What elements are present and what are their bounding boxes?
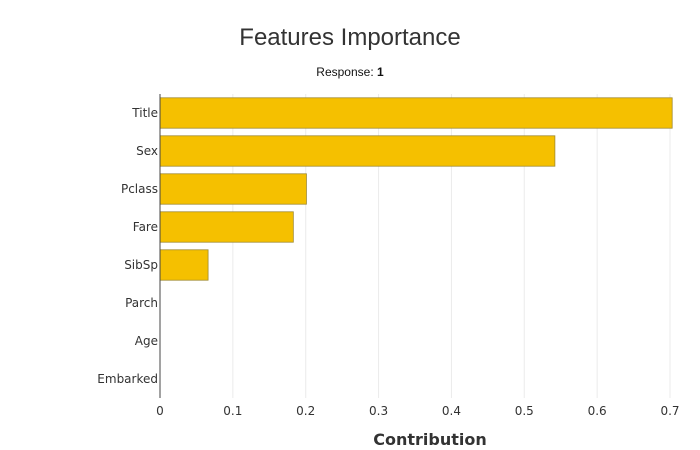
bars <box>159 97 673 281</box>
x-axis-label: Contribution <box>373 430 487 449</box>
bar-fare <box>159 211 294 243</box>
bar-title <box>159 97 673 129</box>
x-tick-label: 0.1 <box>223 404 242 418</box>
bar-sibsp <box>159 249 209 281</box>
x-tick-label: 0.6 <box>588 404 607 418</box>
x-tick-label: 0.3 <box>369 404 388 418</box>
x-tick-label: 0.4 <box>442 404 461 418</box>
y-tick-label-parch: Parch <box>125 296 158 310</box>
y-tick-label-pclass: Pclass <box>121 182 158 196</box>
y-tick-label-embarked: Embarked <box>97 372 158 386</box>
y-axis-tick-labels: Title Sex Pclass Fare SibSp Parch Age Embarked <box>97 106 158 386</box>
bar-pclass <box>159 173 307 205</box>
bar-sex <box>159 135 556 167</box>
y-tick-label-sibsp: SibSp <box>124 258 158 272</box>
x-tick-label: 0.7 <box>660 404 679 418</box>
x-tick-label: 0 <box>156 404 164 418</box>
y-tick-label-fare: Fare <box>133 220 158 234</box>
y-tick-label-age: Age <box>135 334 158 348</box>
y-tick-label-sex: Sex <box>136 144 158 158</box>
y-tick-label-title: Title <box>131 106 158 120</box>
x-axis-tick-labels: 0 0.1 0.2 0.3 0.4 0.5 0.6 0.7 <box>156 404 679 418</box>
chart-title: Features Importance <box>239 24 460 51</box>
x-tick-label: 0.2 <box>296 404 315 418</box>
subtitle-label: Response: <box>316 65 377 79</box>
chart-subtitle: Response: 1 <box>316 65 384 79</box>
x-tick-label: 0.5 <box>515 404 534 418</box>
subtitle-value: 1 <box>377 65 384 79</box>
